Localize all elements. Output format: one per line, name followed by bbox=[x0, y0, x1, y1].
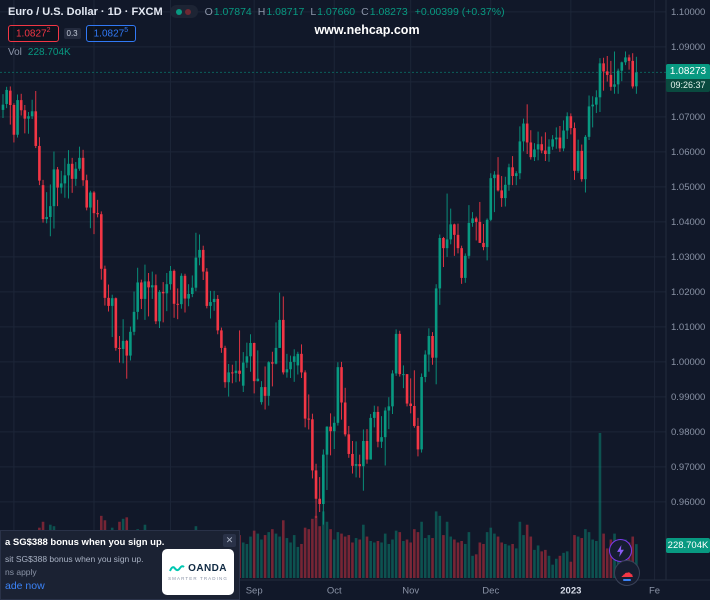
svg-text:1.10000: 1.10000 bbox=[671, 7, 705, 18]
ohlc-item: C1.08273 bbox=[361, 5, 408, 18]
oanda-logo-card[interactable]: OANDA SMARTER TRADING bbox=[162, 549, 234, 595]
last-price-value: 1.08273 bbox=[666, 64, 710, 79]
status-dot-red-icon bbox=[185, 8, 192, 15]
oanda-wave-icon bbox=[169, 565, 185, 572]
svg-text:1.05000: 1.05000 bbox=[671, 182, 705, 193]
svg-text:Fe: Fe bbox=[649, 586, 660, 597]
bar-countdown: 09:26:37 bbox=[666, 79, 710, 92]
lightning-icon bbox=[617, 544, 624, 557]
volume-value: 228.704K bbox=[27, 47, 71, 58]
chart-legend: Euro / U.S. Dollar · 1D · FXCM O1.07874 H… bbox=[8, 5, 505, 18]
watermark-url: www.nehcap.com bbox=[314, 23, 420, 37]
svg-text:Dec: Dec bbox=[482, 586, 499, 597]
quote-panel: 1.08272 0.3 1.08275 bbox=[8, 25, 137, 43]
svg-text:1.01000: 1.01000 bbox=[671, 322, 705, 333]
mood-sticker-button[interactable]: ☁ bbox=[614, 560, 640, 586]
buy-price: 1.0827 bbox=[93, 28, 125, 40]
svg-text:1.09000: 1.09000 bbox=[671, 42, 705, 53]
sell-price-sup: 2 bbox=[46, 27, 51, 34]
ad-cta-link[interactable]: ade now bbox=[5, 580, 45, 592]
cloud-icon: ☁ bbox=[620, 564, 634, 580]
ad-close-button[interactable]: ✕ bbox=[223, 534, 236, 547]
svg-text:Oct: Oct bbox=[327, 586, 342, 597]
oanda-logo-text: OANDA bbox=[188, 563, 227, 574]
price-change: +0.00399 (+0.37%) bbox=[414, 5, 505, 18]
status-dot-green-icon bbox=[176, 8, 183, 15]
svg-text:2023: 2023 bbox=[560, 586, 581, 597]
ohlc-values: O1.07874 H1.08717 L1.07660 C1.08273 bbox=[205, 6, 408, 18]
ad-subline: sit SG$388 bonus when you sign up. bbox=[5, 554, 144, 564]
ad-terms: ns apply bbox=[5, 567, 37, 577]
buy-button[interactable]: 1.08275 bbox=[85, 25, 137, 43]
svg-text:1.00000: 1.00000 bbox=[671, 357, 705, 368]
svg-text:0.97000: 0.97000 bbox=[671, 462, 705, 473]
ad-headline: a SG$388 bonus when you sign up. bbox=[5, 537, 165, 548]
sell-button[interactable]: 1.08272 bbox=[8, 25, 59, 43]
svg-text:0.98000: 0.98000 bbox=[671, 427, 705, 438]
last-price-badge: 1.08273 09:26:37 bbox=[666, 64, 710, 92]
svg-text:1.07000: 1.07000 bbox=[671, 112, 705, 123]
svg-text:Nov: Nov bbox=[402, 586, 419, 597]
ad-banner: ✕ a SG$388 bonus when you sign up. sit S… bbox=[0, 530, 240, 600]
buy-price-sup: 5 bbox=[124, 27, 129, 34]
svg-text:0.99000: 0.99000 bbox=[671, 392, 705, 403]
svg-text:1.03000: 1.03000 bbox=[671, 252, 705, 263]
svg-text:0.96000: 0.96000 bbox=[671, 497, 705, 508]
svg-text:Sep: Sep bbox=[246, 586, 263, 597]
lightning-button[interactable] bbox=[609, 539, 632, 562]
ohlc-item: L1.07660 bbox=[310, 5, 356, 18]
volume-axis-badge: 228.704K bbox=[666, 538, 710, 553]
market-status-indicator[interactable] bbox=[169, 5, 198, 18]
ohlc-item: O1.07874 bbox=[204, 5, 252, 18]
oanda-tagline: SMARTER TRADING bbox=[168, 576, 228, 581]
svg-text:1.04000: 1.04000 bbox=[671, 217, 705, 228]
ohlc-item: H1.08717 bbox=[257, 5, 305, 18]
symbol-title[interactable]: Euro / U.S. Dollar · 1D · FXCM bbox=[8, 5, 163, 18]
svg-text:1.02000: 1.02000 bbox=[671, 287, 705, 298]
spread-value: 0.3 bbox=[63, 28, 81, 40]
sell-price: 1.0827 bbox=[16, 28, 47, 40]
volume-label: Vol bbox=[8, 47, 22, 58]
volume-row: Vol 228.704K bbox=[8, 47, 71, 58]
cloud-underline-icon bbox=[623, 578, 631, 581]
svg-text:1.06000: 1.06000 bbox=[671, 147, 705, 158]
